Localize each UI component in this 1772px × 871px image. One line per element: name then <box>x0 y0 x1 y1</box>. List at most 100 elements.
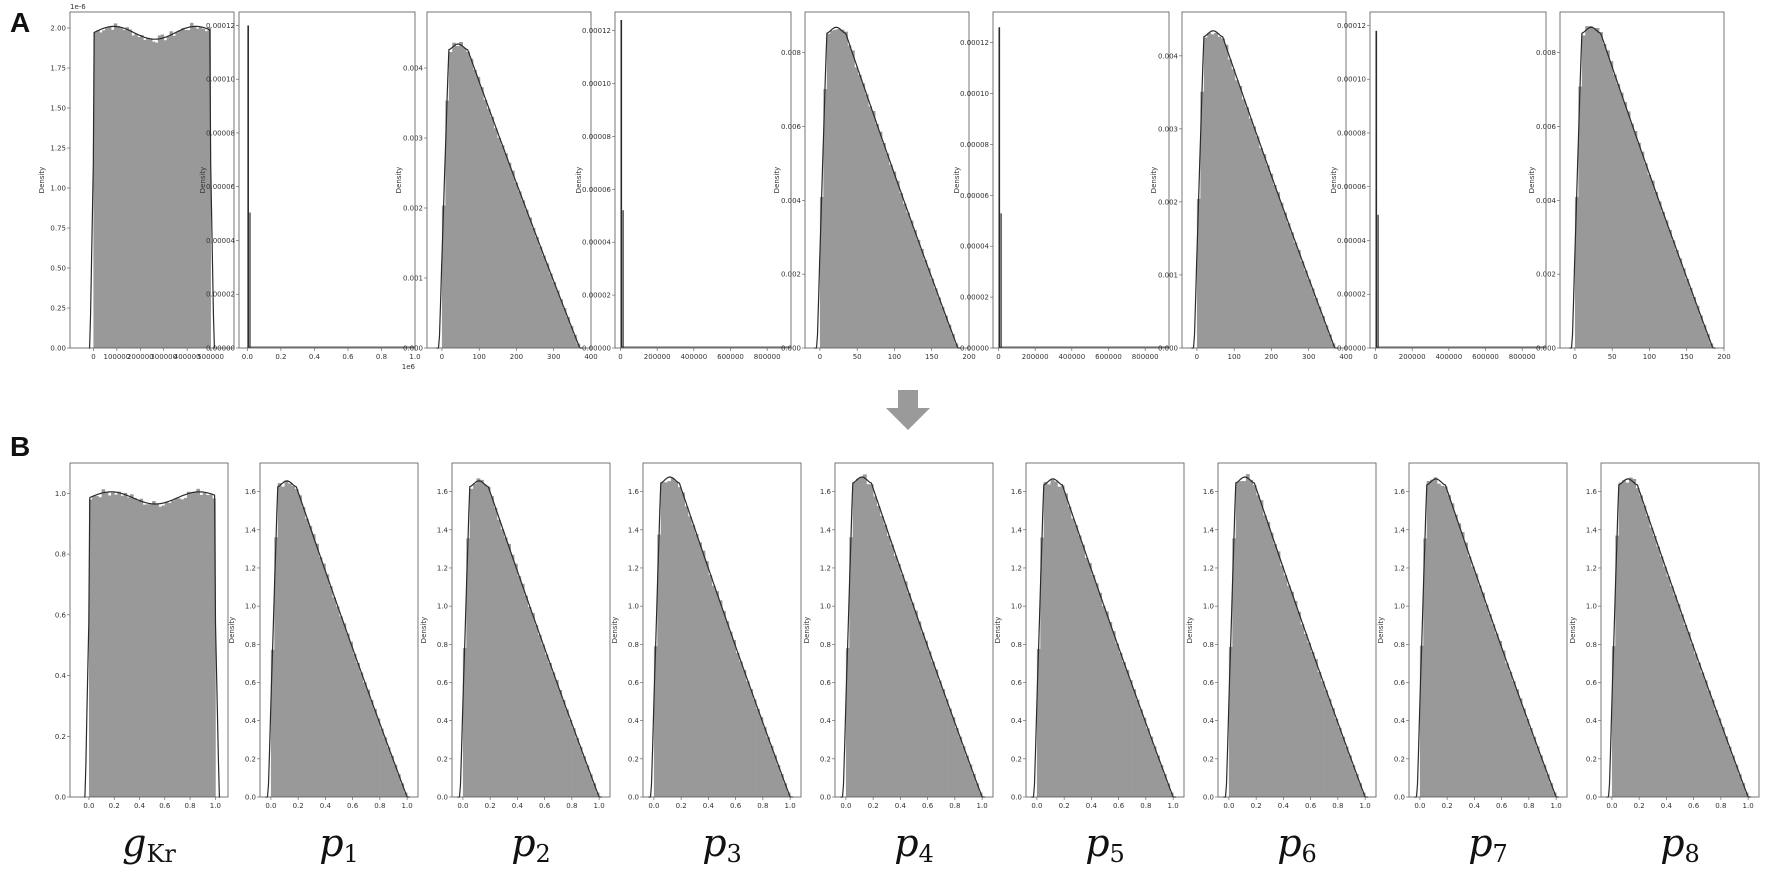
y-tick-label: 0.00000 <box>582 345 611 353</box>
x-tick-label: 0.6 <box>730 802 742 810</box>
y-tick-label: 1.4 <box>245 526 257 534</box>
y-tick-label: 0.00000 <box>1337 345 1366 353</box>
histogram-bars <box>1228 474 1366 797</box>
x-tick-label: 0.4 <box>134 802 146 810</box>
histogram-bar <box>207 27 211 348</box>
y-axis-label: Density <box>994 617 1002 644</box>
y-tick-label: 0.4 <box>437 717 449 725</box>
histogram-bar <box>160 34 165 349</box>
histogram-bar <box>886 536 891 797</box>
histogram-bar <box>1673 595 1677 797</box>
plot-frame <box>259 462 419 798</box>
histogram-bar <box>142 504 147 797</box>
histogram-bar <box>116 26 121 348</box>
histogram-bar <box>1609 61 1614 349</box>
x-tick-label: 0.0 <box>265 802 276 810</box>
histogram-bar <box>503 537 508 797</box>
histogram-bar <box>1217 36 1222 348</box>
histogram-bar <box>503 153 508 348</box>
histogram-bar <box>1300 624 1305 797</box>
histogram-bar <box>1630 123 1634 348</box>
histogram-bar <box>1087 563 1092 797</box>
x-tick-label: 50 <box>1608 353 1617 361</box>
histogram-bar <box>193 26 197 348</box>
y-tick-label: 0.2 <box>437 755 448 763</box>
histogram-bar <box>1430 479 1434 797</box>
histogram-bar <box>99 32 103 348</box>
histogram-bars <box>1419 477 1557 797</box>
plot-frame <box>238 11 416 349</box>
histogram-bar <box>971 773 976 797</box>
histogram-bar <box>660 482 665 797</box>
x-tick-label: 300 <box>1302 353 1315 361</box>
y-tick-label: 0.2 <box>245 755 256 763</box>
histogram-bar <box>566 316 570 348</box>
histogram-bar <box>1108 621 1113 797</box>
histogram-bar <box>212 498 216 797</box>
histogram-bar <box>902 203 907 348</box>
histogram-bar <box>155 503 159 797</box>
y-tick-label: 0.6 <box>1011 679 1023 687</box>
histogram-bar <box>1433 477 1438 797</box>
histogram-bar <box>1354 773 1359 797</box>
histogram-bar <box>1618 482 1623 797</box>
histogram-bar <box>178 30 182 349</box>
histogram-bar <box>1344 746 1349 797</box>
y-tick-label: 0.2 <box>55 733 66 741</box>
x-tick-label: 0.8 <box>374 802 385 810</box>
x-ticks: 0 50 100 150 200 <box>818 348 976 361</box>
histogram-bar <box>507 543 511 797</box>
histogram-bar <box>1303 633 1308 797</box>
y-tick-label: 1.6 <box>245 488 257 496</box>
x-tick-label: 100 <box>1643 353 1656 361</box>
histogram-bar <box>95 496 99 797</box>
y-tick-label: 1.00 <box>50 185 66 193</box>
y-tick-label: 0.00008 <box>1337 129 1366 137</box>
histogram-bar <box>1642 505 1647 797</box>
histogram-bar <box>122 30 127 348</box>
histogram-bar <box>541 255 546 348</box>
x-tick-label: 400000 <box>1058 353 1085 361</box>
x-tick-label: 0.0 <box>840 802 851 810</box>
histogram-bar <box>126 497 131 797</box>
histogram-bar <box>190 493 194 797</box>
histogram-bar <box>1293 600 1298 797</box>
histogram-bar <box>1508 671 1513 797</box>
histogram-bar <box>541 644 546 797</box>
y-tick-label: 1.4 <box>1203 526 1215 534</box>
y-offset-text: 1e-6 <box>70 3 86 11</box>
histogram-bar <box>856 478 860 797</box>
y-tick-label: 0.003 <box>403 135 423 143</box>
histogram-bar <box>1159 765 1164 797</box>
x-tick-label: 1.0 <box>977 802 988 810</box>
histogram-bar <box>1450 503 1455 797</box>
histogram-bar <box>893 555 898 797</box>
y-tick-label: 0.8 <box>245 641 256 649</box>
histogram-bar <box>1649 527 1654 797</box>
histogram-bar <box>1695 305 1700 348</box>
histogram-bar <box>1341 736 1346 797</box>
x-tick-label: 400000 <box>174 353 201 361</box>
y-ticks: 0.0 0.2 0.4 0.6 0.8 1.0 1.2 1.4 1.6 <box>1203 488 1218 802</box>
histogram-bar <box>890 544 894 797</box>
histogram-bar <box>101 489 106 797</box>
histogram-bar <box>1481 592 1485 797</box>
y-tick-label: 1.6 <box>437 488 449 496</box>
histogram-bar <box>466 538 471 797</box>
histogram-bar <box>958 736 963 797</box>
x-tick-label: 0 <box>1573 353 1577 361</box>
histogram-bar <box>1255 136 1260 348</box>
histogram-bar <box>493 128 498 348</box>
x-ticks: 0.0 0.2 0.4 0.6 0.8 1.0 <box>265 797 413 810</box>
histogram-bar <box>1659 556 1664 797</box>
histogram-bar <box>569 325 574 348</box>
histogram-bar <box>1064 493 1068 797</box>
spike-bar <box>247 25 249 348</box>
histogram-bar <box>1331 708 1335 797</box>
histogram-bar <box>315 543 319 797</box>
chart-b-8: 0.00.20.40.60.81.01.21.41.60.0 0.2 0.4 0.6 0… <box>1377 462 1568 810</box>
histogram-bar <box>1118 652 1123 797</box>
y-tick-label: 1.2 <box>437 564 448 572</box>
x-tick-label: 0.6 <box>1688 802 1700 810</box>
histogram-bars <box>1196 32 1336 349</box>
